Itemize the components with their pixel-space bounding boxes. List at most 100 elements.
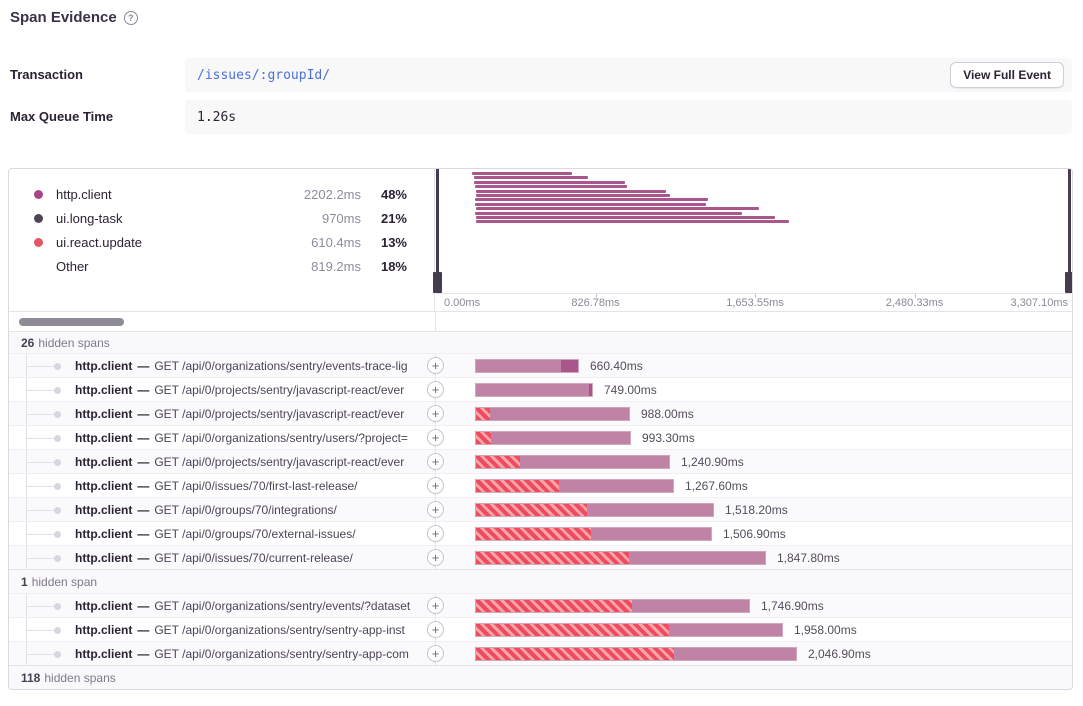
span-bar-body-segment bbox=[558, 479, 673, 492]
legend-duration: 970ms bbox=[321, 210, 361, 226]
span-row: http.client — GET /api/0/organizations/s… bbox=[9, 425, 1072, 449]
span-label: http.client — GET /api/0/projects/sentry… bbox=[75, 378, 427, 401]
minimap-span-bar bbox=[471, 172, 572, 175]
span-duration-bar[interactable] bbox=[475, 358, 579, 373]
expand-span-button[interactable]: + bbox=[427, 525, 444, 542]
expand-span-button[interactable]: + bbox=[427, 357, 444, 374]
axis-tick-label: 0.00ms bbox=[444, 297, 481, 309]
span-duration-bar[interactable] bbox=[475, 550, 766, 565]
axis-tick-label: 826.78ms bbox=[571, 297, 620, 309]
legend-color-dot bbox=[34, 213, 43, 223]
hidden-spans-label: hidden span bbox=[31, 574, 98, 589]
span-description: GET /api/0/projects/sentry/javascript-re… bbox=[154, 406, 405, 421]
expand-span-button[interactable]: + bbox=[427, 405, 444, 422]
span-label: http.client — GET /api/0/organizations/s… bbox=[75, 642, 427, 665]
hidden-spans-row[interactable]: 118 hidden spans bbox=[9, 665, 1072, 689]
transaction-link[interactable]: /issues/:groupId/ bbox=[197, 67, 331, 83]
span-duration-bar[interactable] bbox=[475, 646, 797, 661]
expand-span-button[interactable]: + bbox=[427, 429, 444, 446]
span-duration-bar[interactable] bbox=[475, 478, 674, 493]
tree-node-dot bbox=[54, 482, 61, 490]
expand-span-button[interactable]: + bbox=[427, 381, 444, 398]
expand-span-button[interactable]: + bbox=[427, 549, 444, 566]
span-operation: http.client bbox=[75, 478, 133, 493]
expand-span-button[interactable]: + bbox=[427, 645, 444, 662]
hidden-spans-row[interactable]: 26 hidden spans bbox=[9, 331, 1072, 353]
minimap-viewport-handle-left-grip[interactable] bbox=[433, 272, 442, 293]
span-duration-bar[interactable] bbox=[475, 382, 593, 397]
span-description: GET /api/0/organizations/sentry/sentry-a… bbox=[154, 622, 405, 637]
span-duration-bar[interactable] bbox=[475, 598, 750, 613]
span-separator: — bbox=[137, 622, 150, 637]
span-duration-bar[interactable] bbox=[475, 526, 712, 541]
span-description: GET /api/0/organizations/sentry/events/?… bbox=[154, 598, 411, 613]
minimap-viewport-handle-right[interactable] bbox=[1065, 169, 1072, 293]
span-description: GET /api/0/projects/sentry/javascript-re… bbox=[154, 454, 405, 469]
tree-branch-line bbox=[26, 557, 55, 559]
minimap-viewport-handle-right-grip[interactable] bbox=[1065, 272, 1072, 293]
span-minimap[interactable] bbox=[433, 169, 1072, 293]
tree-branch-line bbox=[26, 413, 55, 415]
span-duration-label: 1,506.90ms bbox=[723, 526, 786, 541]
page-title: Span Evidence bbox=[10, 9, 117, 26]
minimap-span-bar bbox=[476, 220, 790, 224]
span-duration-bar[interactable] bbox=[475, 622, 783, 637]
span-bar-red-hatch-segment bbox=[476, 623, 669, 636]
hidden-spans-count: 26 bbox=[21, 335, 35, 350]
expand-span-button[interactable]: + bbox=[427, 477, 444, 494]
max-queue-time-value: 1.26s bbox=[197, 109, 237, 125]
help-icon[interactable]: ? bbox=[123, 10, 138, 25]
span-separator: — bbox=[137, 382, 150, 397]
span-bar-red-hatch-segment bbox=[476, 551, 630, 564]
span-description: GET /api/0/groups/70/integrations/ bbox=[154, 502, 337, 517]
expand-span-button[interactable]: + bbox=[427, 621, 444, 638]
axis-tick bbox=[595, 294, 597, 298]
span-row: http.client — GET /api/0/groups/70/integ… bbox=[9, 497, 1072, 521]
legend-percentage: 21% bbox=[380, 210, 407, 226]
span-separator: — bbox=[137, 430, 150, 445]
tree-branch-line bbox=[26, 365, 55, 367]
legend-row: ui.long-task 970ms 21% bbox=[9, 206, 434, 230]
tree-branch-line bbox=[26, 437, 55, 439]
axis-tick bbox=[755, 294, 756, 298]
span-bar-body-segment bbox=[668, 623, 782, 636]
span-bar-body-segment bbox=[476, 359, 561, 372]
span-row: http.client — GET /api/0/groups/70/exter… bbox=[9, 521, 1072, 545]
hidden-spans-row[interactable]: 1 hidden span bbox=[9, 569, 1072, 593]
span-duration-bar[interactable] bbox=[475, 502, 714, 517]
span-tree: 26 hidden spans http.client — GET /api/0… bbox=[9, 331, 1072, 689]
span-description: GET /api/0/organizations/sentry/users/?p… bbox=[154, 430, 408, 445]
legend-color-dot bbox=[34, 237, 43, 247]
span-duration-bar[interactable] bbox=[475, 406, 630, 421]
minimap-viewport-handle-left[interactable] bbox=[433, 169, 442, 293]
span-bar-body-segment bbox=[520, 455, 669, 468]
span-duration-label: 2,046.90ms bbox=[808, 646, 871, 661]
span-duration-label: 993.30ms bbox=[642, 430, 695, 445]
span-row: http.client — GET /api/0/organizations/s… bbox=[9, 641, 1072, 665]
expand-span-button[interactable]: + bbox=[427, 453, 444, 470]
span-label: http.client — GET /api/0/organizations/s… bbox=[75, 618, 427, 641]
tree-node-dot bbox=[54, 386, 61, 394]
tree-node-dot bbox=[54, 626, 61, 634]
view-full-event-button[interactable]: View Full Event bbox=[950, 62, 1064, 88]
horizontal-scrollbar-thumb[interactable] bbox=[19, 318, 124, 326]
horizontal-scrollbar-track bbox=[9, 311, 1072, 331]
span-bar-wrap: 2,046.90ms bbox=[475, 642, 871, 665]
expand-span-button[interactable]: + bbox=[427, 501, 444, 518]
span-label: http.client — GET /api/0/projects/sentry… bbox=[75, 450, 427, 473]
span-separator: — bbox=[137, 406, 150, 421]
span-row: http.client — GET /api/0/organizations/s… bbox=[9, 353, 1072, 377]
span-label: http.client — GET /api/0/groups/70/exter… bbox=[75, 522, 427, 545]
operation-breakdown-legend: http.client 2202.2ms 48% ui.long-task 97… bbox=[9, 169, 435, 311]
span-duration-label: 988.00ms bbox=[641, 406, 694, 421]
span-bar-wrap: 1,746.90ms bbox=[475, 594, 824, 617]
expand-span-button[interactable]: + bbox=[427, 597, 444, 614]
span-duration-label: 660.40ms bbox=[590, 358, 643, 373]
span-description: GET /api/0/organizations/sentry/sentry-a… bbox=[154, 646, 409, 661]
span-description: GET /api/0/issues/70/current-release/ bbox=[154, 550, 353, 565]
span-duration-bar[interactable] bbox=[475, 430, 631, 445]
span-bar-body-segment bbox=[674, 647, 796, 660]
span-separator: — bbox=[137, 526, 150, 541]
span-operation: http.client bbox=[75, 622, 133, 637]
span-duration-bar[interactable] bbox=[475, 454, 670, 469]
